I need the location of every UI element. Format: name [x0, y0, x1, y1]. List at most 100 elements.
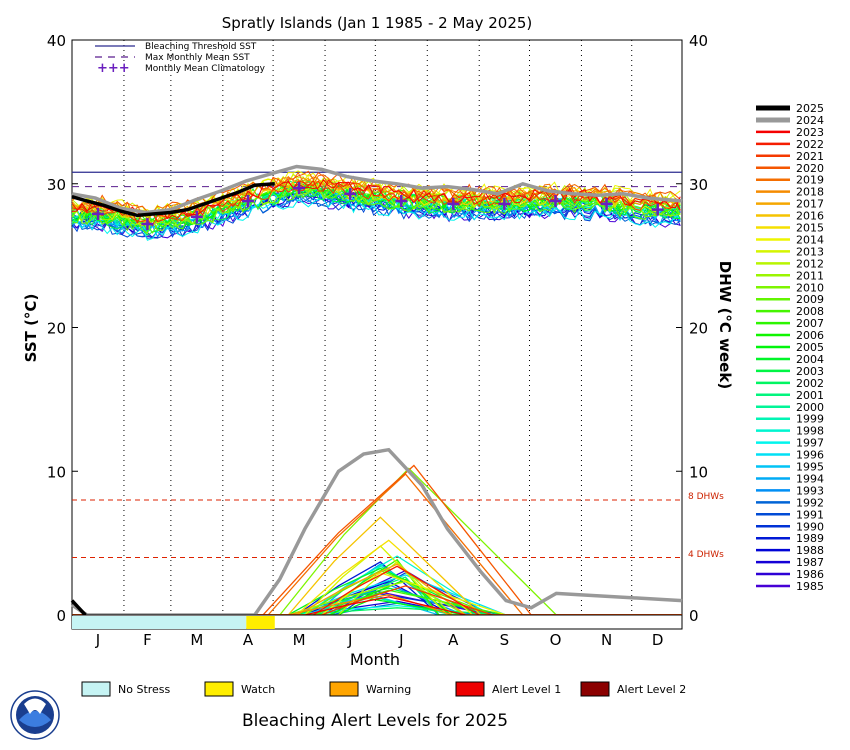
dhw-4-label: 4 DHWs [688, 550, 724, 560]
y-tick-label-left: 40 [47, 32, 66, 50]
year-legend-label: 2017 [796, 198, 824, 211]
year-legend-label: 2005 [796, 341, 824, 354]
x-tick-label: O [550, 631, 562, 649]
x-tick-label: N [601, 631, 612, 649]
year-legend-label: 2018 [796, 186, 824, 199]
year-legend-label: 2002 [796, 377, 824, 390]
year-legend-label: 1985 [796, 580, 824, 593]
year-legend-label: 2015 [796, 222, 824, 235]
x-tick-label: M [293, 631, 306, 649]
x-tick-label: A [243, 631, 254, 649]
year-legend-label: 2008 [796, 305, 824, 318]
alert-legend-label: Alert Level 2 [617, 683, 686, 696]
year-legend-label: 2014 [796, 233, 824, 246]
x-tick-label: D [652, 631, 664, 649]
x-tick-label: S [500, 631, 510, 649]
sst-series-line [71, 180, 681, 227]
sst-series-line [71, 188, 681, 234]
y-tick-label-left: 30 [47, 176, 66, 194]
year-legend-label: 2024 [796, 114, 824, 127]
sst-series-line [71, 187, 681, 234]
y-axis-right: 0 10 20 30 40 [676, 32, 708, 625]
month-gridlines [123, 40, 633, 615]
year-legend-label: 1991 [796, 508, 824, 521]
year-legend-label: 1999 [796, 413, 824, 426]
year-legend-label: 2006 [796, 329, 824, 342]
year-legend-label: 1997 [796, 437, 824, 450]
y-tick-label-left: 20 [47, 320, 66, 338]
year-legend-label: 2003 [796, 365, 824, 378]
year-legend: 2025202420232022202120202019201820172016… [756, 102, 824, 593]
alert-bar-segment [246, 616, 275, 629]
y-tick-label-right: 20 [689, 320, 708, 338]
noaa-logo [10, 690, 60, 740]
alert-legend-swatch [81, 681, 111, 697]
year-legend-label: 1993 [796, 484, 824, 497]
x-tick-label: M [190, 631, 203, 649]
year-legend-label: 1990 [796, 520, 824, 533]
year-legend-label: 1989 [796, 532, 824, 545]
year-legend-label: 2020 [796, 162, 824, 175]
year-legend-label: 1987 [796, 556, 824, 569]
alert-legend-label: Alert Level 1 [492, 683, 561, 696]
y-tick-label-right: 10 [689, 463, 708, 481]
legend-bleaching-threshold-label: Bleaching Threshold SST [145, 42, 257, 52]
plot-area [71, 39, 683, 616]
year-legend-label: 2010 [796, 281, 824, 294]
year-legend-label: 2011 [796, 269, 824, 282]
x-tick-label: F [143, 631, 152, 649]
alert-legend: No Stress Watch Warning Alert Level 1 Alert … [81, 681, 686, 697]
alert-legend-swatch [455, 681, 485, 697]
alert-legend-swatch [580, 681, 610, 697]
year-legend-label: 1994 [796, 472, 824, 485]
year-legend-label: 2013 [796, 245, 824, 258]
year-legend-label: 1986 [796, 568, 824, 581]
year-legend-label: 2012 [796, 257, 824, 270]
x-axis-label: Month [350, 650, 400, 669]
x-tick-label: J [347, 631, 352, 649]
legend-climatology-swatch: +++ [97, 61, 130, 76]
dhw-8-label: 8 DHWs [688, 492, 724, 502]
year-legend-label: 2000 [796, 401, 824, 414]
alert-legend-label: Watch [241, 683, 275, 696]
sst-2024-line [71, 164, 683, 215]
x-tick-label: A [448, 631, 459, 649]
year-legend-label: 2019 [796, 174, 824, 187]
chart-title: Spratly Islands (Jan 1 1985 - 2 May 2025… [222, 14, 533, 32]
alert-legend-label: No Stress [118, 683, 171, 696]
y-axis-label-right: DHW (°C week) [716, 261, 734, 389]
y-tick-label-left: 0 [56, 607, 66, 625]
year-legend-label: 1995 [796, 461, 824, 474]
sst-2025-line [71, 182, 275, 218]
alert-legend-label: Warning [366, 683, 411, 696]
alert-legend-swatch [204, 681, 234, 697]
year-legend-label: 2021 [796, 150, 824, 163]
year-legend-label: 2007 [796, 317, 824, 330]
legend-climatology-label: Monthly Mean Climatology [145, 64, 266, 74]
x-tick-label: J [95, 631, 100, 649]
year-legend-label: 2025 [796, 102, 824, 115]
year-legend-label: 2009 [796, 293, 824, 306]
y-axis-left: 0 10 20 30 40 [47, 32, 78, 625]
year-legend-label: 2004 [796, 353, 824, 366]
y-tick-label-left: 10 [47, 463, 66, 481]
alert-legend-swatch [329, 681, 359, 697]
alert-bar-segment [72, 616, 247, 629]
x-tick-label: J [398, 631, 403, 649]
year-legend-label: 2016 [796, 210, 824, 223]
top-legend: Bleaching Threshold SST Max Monthly Mean… [95, 42, 266, 76]
climatology-markers [91, 182, 664, 230]
year-legend-label: 2022 [796, 138, 824, 151]
legend-max-monthly-mean-label: Max Monthly Mean SST [145, 53, 250, 63]
year-legend-label: 2001 [796, 389, 824, 402]
year-legend-label: 1992 [796, 496, 824, 509]
y-tick-label-right: 30 [689, 176, 708, 194]
y-axis-label-left: SST (°C) [22, 294, 40, 363]
footer-title: Bleaching Alert Levels for 2025 [242, 711, 508, 731]
y-tick-label-right: 0 [689, 607, 699, 625]
year-legend-label: 2023 [796, 126, 824, 139]
y-tick-label-right: 40 [689, 32, 708, 50]
dhw-2025-line [70, 599, 87, 617]
